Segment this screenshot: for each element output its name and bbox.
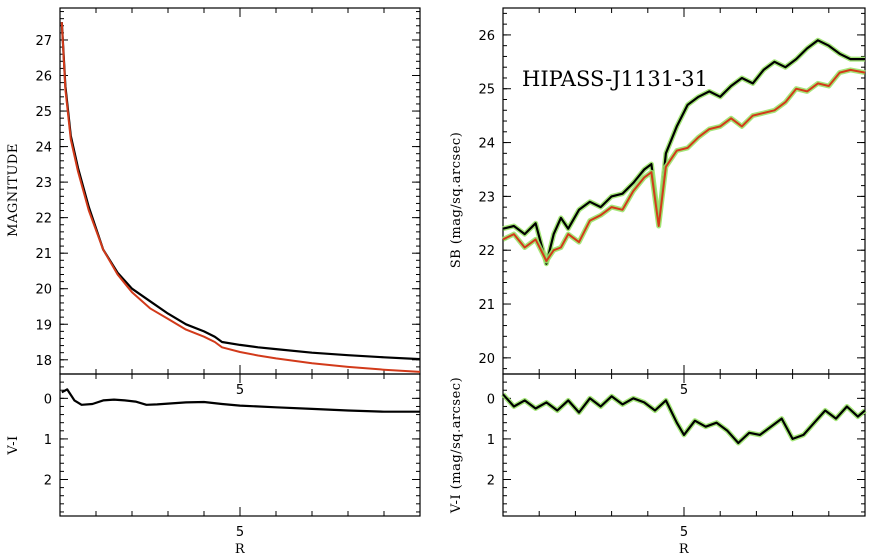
xlabel-profile-color: R [679,542,690,557]
ytick-label-profile-0: 20 [478,352,495,367]
series-line-growth-color-black [61,388,420,413]
xlabel-growth-color: R [235,542,246,557]
ytick-label-growth-color-1: 1 [44,433,52,448]
series-line-profile-black [502,39,865,265]
series-line-growth-red [60,22,421,373]
xtick-label-profile-0: 5 [680,383,688,398]
ytick-label-growth-4: 22 [35,212,52,227]
ytick-label-growth-2: 20 [35,283,52,298]
ytick-label-growth-8: 26 [35,70,52,85]
xtick-label-profile-color-0: 5 [680,525,688,540]
ytick-label-growth-1: 19 [35,318,52,333]
ytick-label-growth-6: 24 [35,141,52,156]
ylabel-growth: MAGNITUDE [6,143,21,237]
xtick-label-growth-color-0: 5 [236,525,244,540]
ytick-label-profile-color-0: 0 [487,392,495,407]
ytick-label-profile-color-2: 2 [487,473,495,488]
series-halo-profile-red [501,67,866,264]
ytick-label-growth-color-0: 0 [44,392,52,407]
ylabel-growth-color: V-I [6,435,21,455]
ylabel-profile-color: V-I (mag/sq.arcsec) [449,377,464,514]
ylabel-profile: SB (mag/sq.arcsec) [449,132,464,269]
ytick-label-profile-1: 21 [478,298,495,313]
series-line-profile-color-black [502,393,866,445]
xtick-label-growth-0: 5 [236,383,244,398]
ytick-label-profile-2: 22 [478,244,495,259]
ytick-label-profile-6: 26 [478,29,495,44]
chart-title: HIPASS-J1131-31 [522,67,708,91]
ytick-label-profile-color-1: 1 [487,433,495,448]
ytick-label-growth-0: 18 [35,354,52,369]
panel-frame-growth [59,7,421,375]
series-line-growth-black [60,22,421,361]
ytick-label-profile-5: 25 [478,83,495,98]
ytick-label-growth-3: 21 [35,247,52,262]
ytick-label-profile-3: 23 [478,190,495,205]
ytick-label-growth-5: 23 [35,176,52,191]
ytick-label-profile-4: 24 [478,137,495,152]
ytick-label-growth-9: 27 [35,34,52,49]
ytick-label-growth-7: 25 [35,105,52,120]
series-line-profile-red [502,68,866,262]
panel-frame-profile [502,7,866,375]
ytick-label-growth-color-2: 2 [44,473,52,488]
